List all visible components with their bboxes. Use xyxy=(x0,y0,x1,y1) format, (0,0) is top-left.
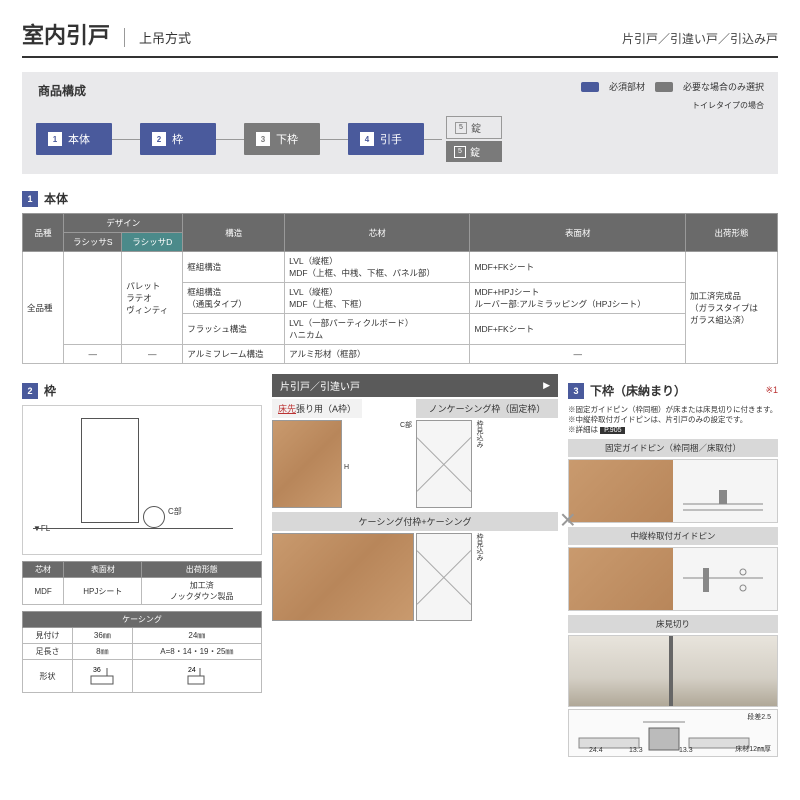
door-image-b xyxy=(272,533,414,621)
step-3: 3下枠 xyxy=(244,123,320,155)
step-2: 2枠 xyxy=(140,123,216,155)
page-subtitle: 上吊方式 xyxy=(124,28,191,47)
floor-section: 段差2.5 13.3 13.3 24.4 床材12㎜厚 xyxy=(568,709,778,757)
branch-locks: 5錠 5錠 xyxy=(446,116,502,162)
swatch-optional xyxy=(655,82,673,92)
casing-label: ケーシング付枠+ケーシング xyxy=(272,512,558,531)
cross-section-1 xyxy=(416,420,472,508)
casing-shape-24: 24 xyxy=(182,664,212,688)
casing-table: ケーシング 見付け36㎜24㎜ 足長さ8㎜A=8・14・19・25㎜ 形状 36… xyxy=(22,611,262,693)
mid-header: 片引戸／引違い戸 xyxy=(272,374,558,397)
door-image-a xyxy=(272,420,342,508)
mid-frame-pin-image xyxy=(568,547,778,611)
floor-trim-label: 床見切り xyxy=(568,615,778,633)
casing-shape-36: 36 xyxy=(87,664,117,688)
flow-legend: 必須部材 必要な場合のみ選択 xyxy=(581,80,764,93)
cross-section-2 xyxy=(416,533,472,621)
noncasing-label: ノンケーシング枠（固定枠） xyxy=(416,399,558,418)
legend-optional: 必要な場合のみ選択 xyxy=(683,80,764,93)
toilet-note: トイレタイプの場合 xyxy=(692,100,764,111)
page-title: 室内引戸 xyxy=(22,18,110,50)
spec-table: 品種 デザイン 構造 芯材 表面材 出荷形態 ラシッサS ラシッサD 全品種 パ… xyxy=(22,213,778,364)
step-1: 1本体 xyxy=(36,123,112,155)
svg-text:24: 24 xyxy=(188,667,196,674)
branch-lock-2: 5錠 xyxy=(446,141,502,162)
branch-lock-1: 5錠 xyxy=(446,116,502,139)
legend-required: 必須部材 xyxy=(609,80,645,93)
right-notes: ※固定ガイドピン（枠同梱）が床または床見切りに付きます。 ※中縦枠取付ガイドピン… xyxy=(568,405,778,435)
door-types: 片引戸／引違い戸／引込み戸 xyxy=(622,30,778,47)
frame-material-table: 芯材表面材出荷形態 MDFHPJシート加工済 ノックダウン製品 xyxy=(22,561,262,605)
guide-pin-image xyxy=(568,459,778,523)
section-3-head: 3下枠（床納まり） ※1 xyxy=(568,382,778,399)
section-2-head: 2枠 xyxy=(22,382,262,399)
flow-heading: 商品構成 xyxy=(38,82,86,99)
mid-frame-pin-label: 中縦枠取付ガイドピン xyxy=(568,527,778,545)
svg-text:36: 36 xyxy=(93,667,101,674)
floor-trim-photo xyxy=(568,635,778,707)
page-header: 室内引戸 上吊方式 片引戸／引違い戸／引込み戸 xyxy=(22,18,778,58)
times-icon: × xyxy=(560,504,576,536)
section-1-head: 1本体 xyxy=(22,190,778,207)
product-flow: 商品構成 必須部材 必要な場合のみ選択 トイレタイプの場合 1本体 2枠 3下枠… xyxy=(22,72,778,174)
swatch-required xyxy=(581,82,599,92)
step-4: 4引手 xyxy=(348,123,424,155)
guide-pin-label: 固定ガイドピン（枠同梱／床取付） xyxy=(568,439,778,457)
frame-diagram: ▼FL C部 xyxy=(22,405,262,555)
